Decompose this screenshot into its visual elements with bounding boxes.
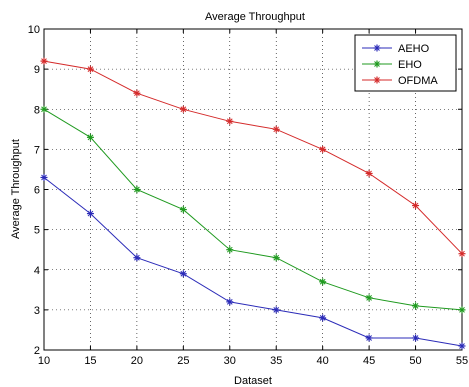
- data-point-aeho: [458, 342, 466, 350]
- data-point-ofdma: [226, 117, 234, 125]
- legend-marker-ofdma: [373, 76, 381, 84]
- legend-label-eho: EHO: [398, 59, 422, 71]
- data-point-aeho: [226, 298, 234, 306]
- data-point-ofdma: [412, 202, 420, 210]
- x-tick-label: 40: [317, 355, 329, 367]
- series-line-ofdma: [43, 60, 463, 255]
- x-tick-label: 15: [84, 355, 96, 367]
- x-axis-label: Dataset: [234, 375, 272, 387]
- chart-title: Average Throughput: [205, 11, 305, 23]
- legend-box: [354, 34, 457, 92]
- x-tick-label: 45: [363, 355, 375, 367]
- y-tick-label: 10: [28, 24, 40, 36]
- data-point-eho: [40, 105, 48, 113]
- y-axis-ticks: 2 3 4 5 6 7 8 9 10: [28, 24, 462, 357]
- legend-label-ofdma: OFDMA: [398, 75, 438, 87]
- series-lines: [40, 57, 466, 350]
- data-point-eho: [133, 186, 141, 193]
- data-point-eho: [179, 206, 187, 214]
- y-tick-label: 6: [34, 185, 40, 197]
- y-tick-label: 4: [34, 265, 40, 277]
- data-point-aeho: [179, 270, 187, 278]
- series-eho: [40, 105, 466, 314]
- x-tick-label: 55: [456, 355, 468, 367]
- legend-label-aeho: AEHO: [398, 43, 430, 55]
- data-point-ofdma: [40, 57, 48, 65]
- legend: AEHO EHO OFDMA: [354, 34, 457, 92]
- data-point-ofdma: [365, 169, 373, 177]
- x-tick-label: 35: [270, 355, 282, 367]
- data-point-aeho: [40, 173, 48, 181]
- data-point-aeho: [319, 314, 327, 322]
- series-ofdma: [40, 57, 466, 258]
- data-point-aeho: [86, 210, 94, 218]
- y-tick-label: 3: [34, 305, 40, 317]
- legend-item-eho: EHO: [362, 59, 422, 71]
- data-point-ofdma: [319, 145, 327, 153]
- y-tick-label: 8: [34, 104, 40, 116]
- y-tick-label: 2: [34, 345, 40, 357]
- data-point-ofdma: [133, 89, 141, 97]
- data-point-eho: [226, 246, 234, 254]
- legend-marker-aeho: [373, 44, 381, 52]
- y-tick-label: 9: [34, 64, 40, 76]
- x-tick-label: 20: [131, 355, 143, 367]
- data-point-ofdma: [86, 65, 94, 73]
- x-tick-label: 30: [224, 355, 236, 367]
- x-axis-ticks: 10 15 20 25 30 35 40 45 50 55: [38, 29, 468, 367]
- data-point-aeho: [272, 306, 280, 314]
- y-tick-label: 5: [34, 225, 40, 237]
- data-point-aeho: [133, 254, 141, 262]
- series-line-eho: [43, 108, 463, 311]
- data-point-ofdma: [272, 125, 280, 133]
- data-point-aeho: [412, 334, 420, 342]
- data-point-eho: [458, 306, 466, 314]
- x-tick-label: 25: [177, 355, 189, 367]
- data-point-ofdma: [179, 105, 187, 113]
- data-point-eho: [412, 302, 420, 310]
- data-point-eho: [319, 278, 327, 286]
- data-point-ofdma: [458, 250, 466, 258]
- x-tick-label: 10: [38, 355, 50, 367]
- series-line-aeho: [43, 177, 463, 347]
- legend-item-ofdma: OFDMA: [362, 75, 438, 87]
- data-point-eho: [86, 133, 94, 141]
- data-point-eho: [272, 254, 280, 262]
- series-aeho: [40, 173, 466, 350]
- y-tick-label: 7: [34, 144, 40, 156]
- y-axis-label: Average Throughput: [10, 139, 22, 239]
- data-point-eho: [365, 294, 373, 302]
- legend-marker-eho: [373, 60, 381, 68]
- data-point-aeho: [365, 334, 373, 342]
- legend-item-aeho: AEHO: [362, 43, 430, 55]
- x-tick-label: 50: [409, 355, 421, 367]
